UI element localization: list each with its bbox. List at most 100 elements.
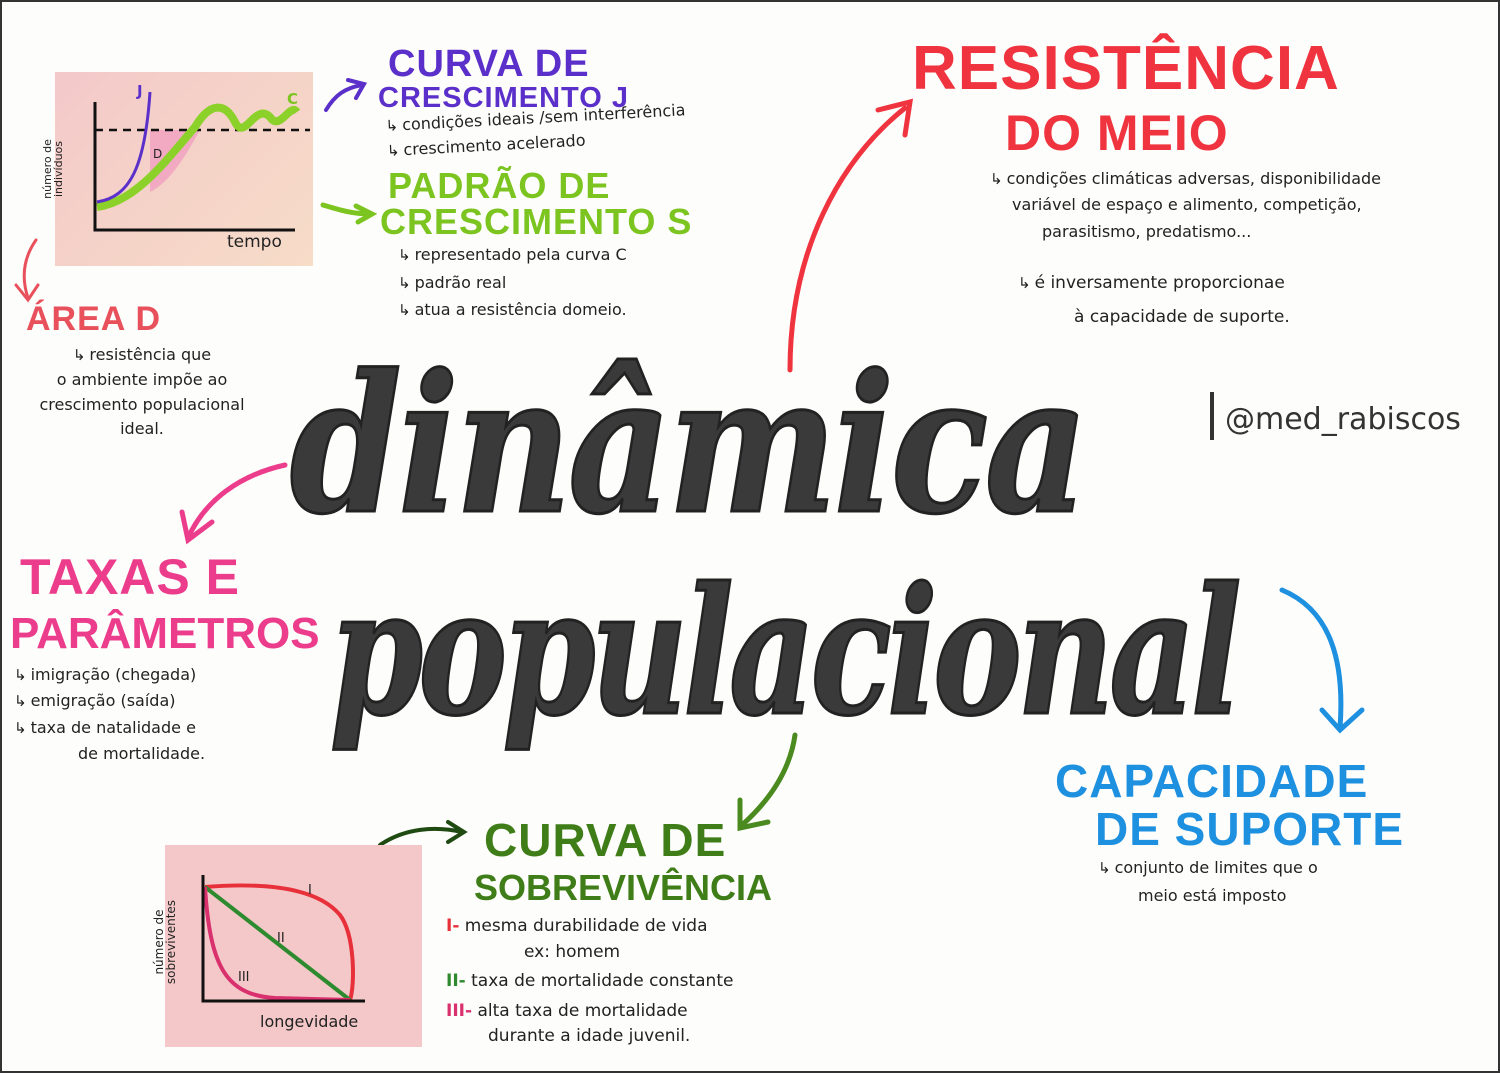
growth-chart: J C D número de indivíduos tempo: [41, 72, 313, 266]
growth-ylabel: número de indivíduos: [41, 139, 65, 199]
taxas-text: ↳ imigração (chegada) ↳ emigração (saída) …: [14, 662, 205, 768]
area-d-text: ↳ resistência que o ambiente impõe ao cre…: [12, 343, 272, 442]
arrow-to-padrao-s: [320, 202, 373, 217]
resistencia-title-2: DO MEIO: [1005, 105, 1229, 161]
arrow-to-resistencia: [787, 105, 908, 373]
resistencia-line: ↳ condições climáticas adversas, disponib…: [990, 169, 1381, 188]
arrow-to-curva-j: [324, 83, 364, 112]
arrow-head-sobrevivencia: [737, 797, 771, 832]
sobrevivencia-list: I- mesma durabilidade de vida ex: homem …: [446, 914, 733, 1050]
capacidade-line: meio está imposto: [1138, 885, 1287, 905]
taxas-line: de mortalidade.: [78, 744, 206, 764]
capacidade-line: ↳ conjunto de limites que o: [1098, 858, 1318, 877]
sobrevivencia-item-ii: II- taxa de mortalidade constante: [446, 971, 734, 991]
survival-ylabel: número de sobreviventes: [152, 899, 179, 985]
sobrevivencia-title-1: CURVA DE: [484, 814, 727, 866]
curva-j-title-2: CRESCIMENTO J: [378, 82, 629, 114]
taxas-line: ↳ taxa de natalidade e: [14, 717, 196, 737]
padrao-s-title-1: PADRÃO DE: [388, 165, 611, 206]
taxas-line: ↳ emigração (saída): [14, 691, 176, 711]
item-sub: durante a idade juvenil.: [488, 1026, 691, 1046]
arrow-head-curva-j: [346, 78, 368, 100]
item-sub: ex: homem: [524, 941, 621, 962]
sobrevivencia-item-i: I- mesma durabilidade de vida: [446, 916, 708, 936]
numeral: I: [446, 916, 453, 936]
arrow-head-resistencia: [875, 98, 914, 138]
growth-chart-svg: [93, 91, 310, 232]
resistencia-text-2: ↳ é inversamente proporcionae à capacidad…: [1018, 266, 1290, 334]
area-d-line: o ambiente impõe ao: [56, 369, 228, 389]
arrow-head-taxas: [179, 509, 215, 545]
taxas-line: ↳ imigração (chegada): [14, 665, 197, 684]
line-text: resistência que: [89, 345, 212, 364]
arrow-to-capacidade: [1279, 587, 1344, 731]
resistencia-title-1: RESISTÊNCIA: [912, 34, 1340, 103]
area-d-hatch: [150, 130, 200, 192]
title-line-1: dinâmica: [289, 333, 1090, 556]
survival-chart: I II III número de sobreviventes longevi…: [152, 845, 422, 1047]
arrow-head-area-d: [14, 283, 40, 303]
curve-ii: [203, 885, 352, 1002]
resistencia-line: parasitismo, predatismo...: [1042, 221, 1252, 241]
taxas-title-1: TAXAS E: [20, 549, 240, 605]
line-text: condições climáticas adversas, disponibi…: [1006, 169, 1381, 188]
curve-c-label: C: [287, 90, 299, 108]
numeral: II: [446, 971, 459, 991]
sobrevivencia-item-iii: III- alta taxa de mortalidade: [446, 1000, 688, 1021]
bullet-text: padrão real: [414, 272, 507, 292]
arrow-head-capacidade: [1319, 707, 1365, 734]
padrao-s-bullet: ↳ padrão real: [398, 272, 507, 292]
arrow-to-sobrevivencia: [739, 732, 798, 828]
arrow-to-taxas: [185, 462, 288, 541]
axes: [93, 102, 295, 232]
area-d-line: crescimento populacional: [39, 394, 245, 414]
growth-xlabel: tempo: [227, 232, 282, 252]
padrao-s-bullet: ↳ atua a resistência domeio.: [398, 300, 627, 319]
area-d-label: D: [153, 147, 163, 161]
area-d-line: ideal.: [120, 419, 164, 439]
resistencia-line: ↳ é inversamente proporcionae: [1018, 273, 1285, 293]
capacidade-text: ↳ conjunto de limites que o meio está imp…: [1098, 854, 1318, 909]
survival-ylabel-line2: sobreviventes: [164, 899, 179, 985]
label-iii: III: [238, 970, 250, 985]
label-ii: II: [277, 931, 285, 946]
curve-i: [204, 883, 355, 1001]
line-text: é inversamente proporcionae: [1034, 273, 1285, 293]
bullet-text: representado pela curva C: [414, 245, 627, 264]
survival-xlabel: longevidade: [260, 1012, 359, 1031]
curve-iii: [203, 886, 351, 1002]
resistencia-text: ↳ condições climáticas adversas, disponib…: [990, 166, 1381, 245]
line-text: taxa de natalidade e: [30, 717, 196, 737]
arrow-to-area-d: [22, 238, 38, 300]
curve-j-label: J: [137, 82, 143, 100]
area-d-title: ÁREA D: [26, 300, 162, 338]
capacidade-title-1: CAPACIDADE: [1055, 755, 1369, 807]
label-i: I: [308, 883, 312, 898]
curve-c: [96, 103, 301, 211]
padrao-s-title-2: CRESCIMENTO S: [380, 201, 693, 242]
capacidade-title-2: DE SUPORTE: [1095, 803, 1405, 855]
item-text: mesma durabilidade de vida: [464, 916, 708, 936]
line-text: imigração (chegada): [30, 665, 197, 684]
author-handle: @med_rabiscos: [1225, 402, 1461, 437]
arrow-head-chart-sobrevivencia: [446, 820, 468, 844]
line-text: emigração (saída): [30, 691, 176, 711]
padrao-s-bullet: ↳ representado pela curva C: [398, 245, 627, 264]
item-text: alta taxa de mortalidade: [477, 1000, 688, 1021]
survival-chart-svg: [201, 875, 365, 1003]
numeral: III: [446, 1000, 465, 1021]
taxas-title-2: PARÂMETROS: [10, 609, 320, 658]
area-d-line: ↳ resistência que: [72, 345, 212, 364]
line-text: conjunto de limites que o: [1114, 858, 1318, 877]
axes: [201, 875, 365, 1003]
bullet-text: atua a resistência domeio.: [414, 300, 627, 319]
arrow-head-padrao-s: [353, 203, 378, 225]
curva-j-title-1: CURVA DE: [388, 43, 590, 85]
sobrevivencia-title-2: SOBREVIVÊNCIA: [474, 867, 773, 908]
resistencia-line: variável de espaço e alimento, competiçã…: [1012, 195, 1362, 215]
resistencia-line: à capacidade de suporte.: [1074, 307, 1290, 327]
growth-ylabel-line2: indivíduos: [51, 140, 65, 198]
arrow-chart-to-sobrevivencia: [378, 826, 464, 847]
item-text: taxa de mortalidade constante: [471, 971, 734, 991]
